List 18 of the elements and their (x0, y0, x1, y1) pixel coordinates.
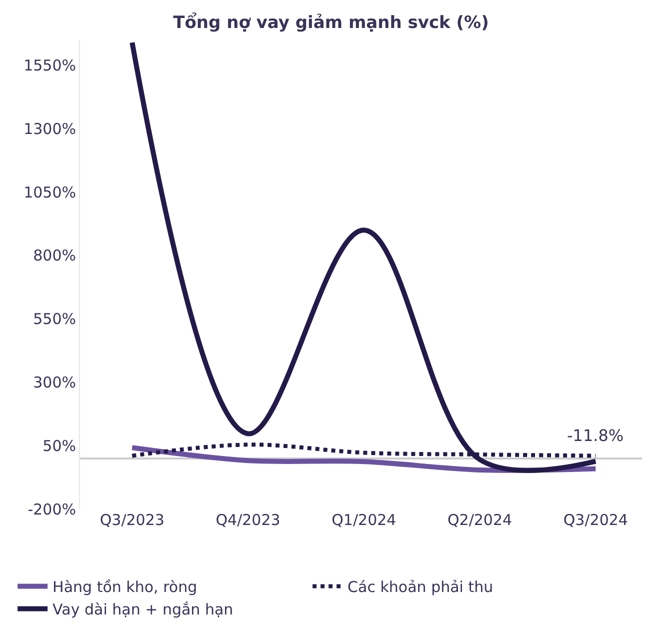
x-tick-label: Q1/2024 (332, 511, 396, 529)
y-tick-label: -200% (28, 500, 76, 518)
y-tick-label: 550% (33, 310, 76, 328)
y-tick-label: 1550% (24, 56, 76, 75)
x-tick-label: Q2/2024 (447, 511, 512, 529)
y-tick-label: 50% (42, 436, 76, 455)
legend-label: Vay dài hạn + ngắn hạn (52, 600, 234, 619)
chart-title: Tổng nợ vay giảm mạnh svck (%) (173, 12, 489, 33)
y-tick-label: 1300% (24, 120, 76, 138)
x-tick-label: Q4/2023 (216, 511, 280, 529)
y-tick-label: 800% (33, 246, 76, 265)
legend-label: Các khoản phải thu (348, 578, 494, 596)
y-tick-label: 300% (33, 373, 76, 392)
annotation: -11.8% (567, 426, 624, 445)
x-tick-label: Q3/2023 (100, 511, 164, 529)
y-tick-label: 1050% (24, 183, 76, 202)
x-tick-label: Q3/2024 (563, 511, 628, 529)
legend-label: Hàng tồn kho, ròng (52, 578, 198, 596)
